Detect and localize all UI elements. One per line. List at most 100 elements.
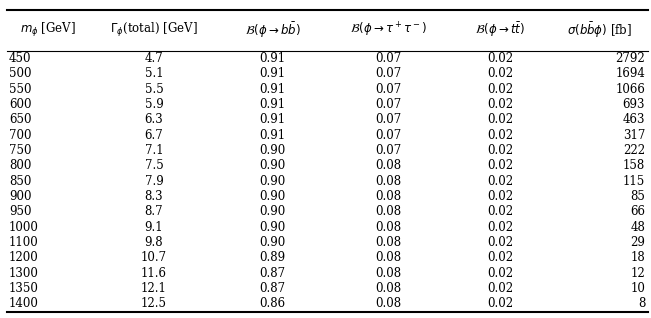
Text: 0.02: 0.02: [487, 83, 514, 96]
Text: 0.08: 0.08: [375, 159, 401, 172]
Text: 10.7: 10.7: [141, 252, 167, 265]
Text: 6.7: 6.7: [145, 129, 163, 142]
Text: 7.9: 7.9: [145, 175, 163, 188]
Text: 0.08: 0.08: [375, 236, 401, 249]
Text: 1694: 1694: [615, 67, 645, 80]
Text: 1100: 1100: [9, 236, 39, 249]
Text: 0.08: 0.08: [375, 205, 401, 218]
Text: 5.9: 5.9: [145, 98, 163, 111]
Text: 0.07: 0.07: [375, 129, 401, 142]
Text: 12.1: 12.1: [141, 282, 167, 295]
Text: $m_\phi$ [GeV]: $m_\phi$ [GeV]: [20, 21, 76, 39]
Text: 700: 700: [9, 129, 32, 142]
Text: 0.02: 0.02: [487, 267, 514, 280]
Text: 5.1: 5.1: [145, 67, 163, 80]
Text: 0.02: 0.02: [487, 175, 514, 188]
Text: 0.08: 0.08: [375, 221, 401, 234]
Text: 900: 900: [9, 190, 32, 203]
Text: 0.08: 0.08: [375, 267, 401, 280]
Text: $\sigma(b\bar{b}\phi)$ [fb]: $\sigma(b\bar{b}\phi)$ [fb]: [567, 20, 632, 40]
Text: 0.02: 0.02: [487, 159, 514, 172]
Text: 115: 115: [623, 175, 645, 188]
Text: 0.02: 0.02: [487, 67, 514, 80]
Text: 0.87: 0.87: [260, 282, 286, 295]
Text: 0.02: 0.02: [487, 282, 514, 295]
Text: 317: 317: [623, 129, 645, 142]
Text: 9.1: 9.1: [145, 221, 163, 234]
Text: 0.07: 0.07: [375, 114, 401, 126]
Text: 550: 550: [9, 83, 32, 96]
Text: 5.5: 5.5: [145, 83, 163, 96]
Text: $\mathcal{B}(\phi \to t\bar{t})$: $\mathcal{B}(\phi \to t\bar{t})$: [475, 21, 525, 39]
Text: 10: 10: [630, 282, 645, 295]
Text: 0.02: 0.02: [487, 236, 514, 249]
Text: 0.90: 0.90: [260, 175, 286, 188]
Text: 1200: 1200: [9, 252, 39, 265]
Text: 158: 158: [623, 159, 645, 172]
Text: 0.08: 0.08: [375, 190, 401, 203]
Text: 11.6: 11.6: [141, 267, 167, 280]
Text: 0.90: 0.90: [260, 205, 286, 218]
Text: 0.07: 0.07: [375, 98, 401, 111]
Text: 0.07: 0.07: [375, 83, 401, 96]
Text: 0.02: 0.02: [487, 114, 514, 126]
Text: 0.08: 0.08: [375, 175, 401, 188]
Text: 6.3: 6.3: [145, 114, 163, 126]
Text: 0.02: 0.02: [487, 98, 514, 111]
Text: 0.91: 0.91: [260, 83, 286, 96]
Text: 0.91: 0.91: [260, 114, 286, 126]
Text: 0.87: 0.87: [260, 267, 286, 280]
Text: 500: 500: [9, 67, 32, 80]
Text: 0.02: 0.02: [487, 205, 514, 218]
Text: 450: 450: [9, 52, 32, 65]
Text: 0.02: 0.02: [487, 144, 514, 157]
Text: 4.7: 4.7: [145, 52, 163, 65]
Text: 1300: 1300: [9, 267, 39, 280]
Text: 0.02: 0.02: [487, 190, 514, 203]
Text: 0.91: 0.91: [260, 98, 286, 111]
Text: 0.08: 0.08: [375, 282, 401, 295]
Text: 0.02: 0.02: [487, 52, 514, 65]
Text: 7.1: 7.1: [145, 144, 163, 157]
Text: 48: 48: [630, 221, 645, 234]
Text: 750: 750: [9, 144, 32, 157]
Text: 0.02: 0.02: [487, 129, 514, 142]
Text: 0.91: 0.91: [260, 129, 286, 142]
Text: 18: 18: [630, 252, 645, 265]
Text: 850: 850: [9, 175, 31, 188]
Text: 0.02: 0.02: [487, 297, 514, 310]
Text: 8.3: 8.3: [145, 190, 163, 203]
Text: 66: 66: [630, 205, 645, 218]
Text: 0.07: 0.07: [375, 52, 401, 65]
Text: 222: 222: [623, 144, 645, 157]
Text: 12: 12: [630, 267, 645, 280]
Text: $\Gamma_\phi$(total) [GeV]: $\Gamma_\phi$(total) [GeV]: [110, 21, 198, 39]
Text: 950: 950: [9, 205, 32, 218]
Text: 0.02: 0.02: [487, 221, 514, 234]
Text: 0.89: 0.89: [260, 252, 286, 265]
Text: 800: 800: [9, 159, 31, 172]
Text: 0.08: 0.08: [375, 252, 401, 265]
Text: $\mathcal{B}(\phi \to b\bar{b})$: $\mathcal{B}(\phi \to b\bar{b})$: [245, 20, 301, 40]
Text: 693: 693: [622, 98, 645, 111]
Text: 0.90: 0.90: [260, 221, 286, 234]
Text: 0.02: 0.02: [487, 252, 514, 265]
Text: 0.86: 0.86: [260, 297, 286, 310]
Text: 0.07: 0.07: [375, 144, 401, 157]
Text: 0.90: 0.90: [260, 159, 286, 172]
Text: 0.08: 0.08: [375, 297, 401, 310]
Text: 1400: 1400: [9, 297, 39, 310]
Text: 29: 29: [630, 236, 645, 249]
Text: 1000: 1000: [9, 221, 39, 234]
Text: 12.5: 12.5: [141, 297, 167, 310]
Text: 85: 85: [630, 190, 645, 203]
Text: 2792: 2792: [615, 52, 645, 65]
Text: 8.7: 8.7: [145, 205, 163, 218]
Text: 463: 463: [622, 114, 645, 126]
Text: 1066: 1066: [615, 83, 645, 96]
Text: 0.91: 0.91: [260, 67, 286, 80]
Text: 650: 650: [9, 114, 32, 126]
Text: 0.90: 0.90: [260, 190, 286, 203]
Text: 0.90: 0.90: [260, 236, 286, 249]
Text: 600: 600: [9, 98, 32, 111]
